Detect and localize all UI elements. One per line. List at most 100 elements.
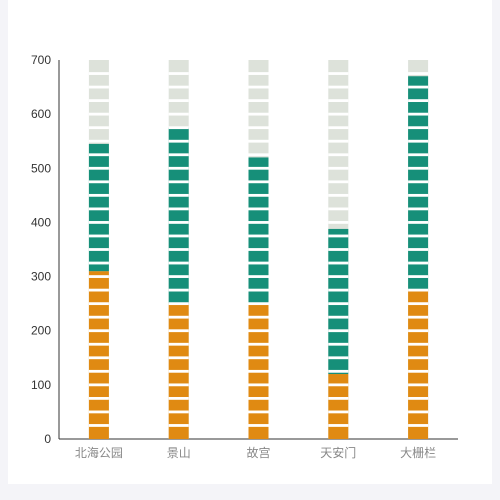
bar-stripe-divider xyxy=(168,329,189,333)
bar-stripe-divider xyxy=(408,166,429,170)
bar-stripe-divider xyxy=(168,248,189,251)
bar-stripe-divider xyxy=(248,99,269,103)
bar-stripe-divider xyxy=(168,288,189,292)
bar-stripe-divider xyxy=(168,126,189,130)
bar-stripe-divider xyxy=(248,315,269,319)
bar-stripe-divider xyxy=(408,302,429,306)
bar-stripe-divider xyxy=(248,396,269,400)
bar-stripe-divider xyxy=(88,207,109,211)
bar-stripe-divider xyxy=(88,342,109,346)
bar-stripe-divider xyxy=(88,234,109,238)
bar-stripe-divider xyxy=(328,275,349,278)
x-tick-label: 景山 xyxy=(167,446,191,460)
bar-group xyxy=(328,60,349,439)
bar-stripe-divider xyxy=(168,153,189,157)
bar-stripe-divider xyxy=(248,424,269,427)
bar-stripe-divider xyxy=(408,248,429,251)
bar-stripe-divider xyxy=(408,234,429,238)
bar-segment-series-1 xyxy=(168,127,189,304)
bar-stripe-divider xyxy=(328,288,349,292)
bar-stripe-divider xyxy=(168,99,189,103)
bar-stripe-divider xyxy=(328,126,349,130)
y-tick-label: 400 xyxy=(31,215,51,229)
bar-stripe-divider xyxy=(328,248,349,251)
bar-stripe-divider xyxy=(328,180,349,184)
bar-stripe-divider xyxy=(168,261,189,265)
bar-stripe-divider xyxy=(328,112,349,116)
x-tick-label: 北海公园 xyxy=(75,445,123,460)
bar-stripe-divider xyxy=(408,383,429,387)
bar-stripe-divider xyxy=(88,85,109,89)
bar-stripe-divider xyxy=(408,139,429,143)
bar-stripe-divider xyxy=(168,221,189,224)
bar-stripe-divider xyxy=(408,356,429,360)
bar-stripe-divider xyxy=(328,207,349,211)
bar-stripe-divider xyxy=(88,356,109,360)
bar-stripe-divider xyxy=(248,221,269,224)
bar-stripe-divider xyxy=(328,396,349,400)
bar-stripe-divider xyxy=(168,424,189,427)
bar-stripe-divider xyxy=(328,193,349,197)
bar-stripe-divider xyxy=(168,207,189,211)
y-tick-label: 500 xyxy=(31,161,51,175)
bar-stripe-divider xyxy=(328,383,349,387)
bar-stripe-divider xyxy=(248,166,269,170)
bar-stripe-divider xyxy=(248,193,269,197)
bar-stripe-divider xyxy=(408,275,429,278)
bar-stripe-divider xyxy=(408,315,429,319)
bar-stripe-divider xyxy=(328,99,349,103)
bar-stripe-divider xyxy=(408,153,429,157)
bar-stripe-divider xyxy=(168,383,189,387)
bar-stripe-divider xyxy=(328,329,349,333)
bar-stripe-divider xyxy=(88,329,109,333)
bar-stripe-divider xyxy=(168,369,189,373)
bar-stripe-divider xyxy=(248,410,269,414)
bar-stripe-divider xyxy=(168,72,189,75)
bar-stripe-divider xyxy=(328,410,349,414)
y-tick-label: 100 xyxy=(31,378,51,392)
y-tick-label: 300 xyxy=(31,270,51,284)
bar-stripe-divider xyxy=(328,302,349,306)
bar-stripe-divider xyxy=(168,315,189,319)
bar-stripe-divider xyxy=(408,112,429,116)
x-tick-label: 大栅栏 xyxy=(400,445,436,460)
bar-group xyxy=(248,60,269,439)
bar-stripe-divider xyxy=(248,302,269,306)
bar-stripe-divider xyxy=(168,112,189,116)
stacked-bar-chart: 0 100 200 300 400 500 600 700 北海公园 景山 故宫 天安门 大栅栏 xyxy=(31,53,458,460)
bar-stripe-divider xyxy=(248,356,269,360)
bar-stripe-divider xyxy=(88,369,109,373)
bar-stripe-divider xyxy=(408,126,429,130)
bar-stripe-divider xyxy=(248,180,269,184)
bar-stripe-divider xyxy=(88,193,109,197)
bar-stripe-divider xyxy=(168,193,189,197)
bar-stripe-divider xyxy=(168,234,189,238)
bar-stripe-divider xyxy=(408,207,429,211)
bar-stripe-divider xyxy=(408,193,429,197)
bar-stripe-divider xyxy=(328,424,349,427)
bar-stripe-divider xyxy=(408,99,429,103)
bar-stripe-divider xyxy=(88,126,109,130)
bar-stripe-divider xyxy=(328,234,349,238)
bar-segment-series-0 xyxy=(328,374,349,439)
y-tick-label: 0 xyxy=(44,432,51,446)
bar-stripe-divider xyxy=(408,180,429,184)
bar-stripe-divider xyxy=(168,180,189,184)
bar-stripe-divider xyxy=(88,112,109,116)
chart-panel: 0 100 200 300 400 500 600 700 北海公园 景山 故宫 天安门 大栅栏 xyxy=(8,0,492,484)
bar-stripe-divider xyxy=(88,410,109,414)
bar-stripe-divider xyxy=(408,72,429,75)
bar-group xyxy=(408,60,429,439)
bar-stripe-divider xyxy=(408,329,429,333)
bar-stripe-divider xyxy=(248,248,269,251)
bar-stripe-divider xyxy=(408,221,429,224)
bar-stripe-divider xyxy=(88,261,109,265)
bar-stripe-divider xyxy=(328,85,349,89)
bar-stripe-divider xyxy=(328,139,349,143)
bar-group xyxy=(88,60,109,439)
bar-stripe-divider xyxy=(408,342,429,346)
bar-stripe-divider xyxy=(328,221,349,224)
y-tick-label: 700 xyxy=(31,53,51,67)
bar-stripe-divider xyxy=(88,180,109,184)
bar-stripe-divider xyxy=(408,424,429,427)
